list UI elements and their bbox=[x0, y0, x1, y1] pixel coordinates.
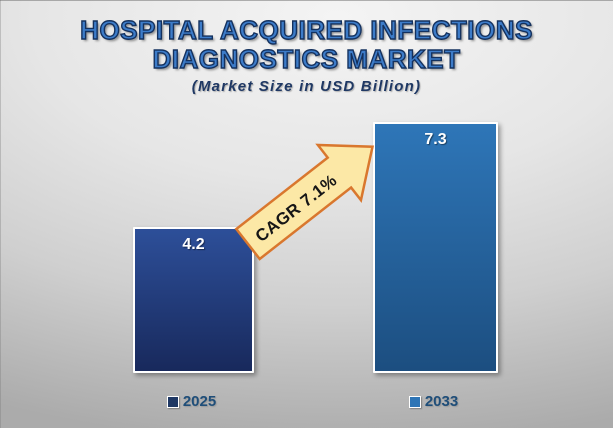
chart-subtitle: (Market Size in USD Billion) bbox=[191, 78, 422, 96]
legend-label-2033: 2033 bbox=[424, 393, 459, 410]
bar-value-2033: 7.3 bbox=[424, 131, 447, 148]
legend-label-2025: 2025 bbox=[182, 393, 217, 410]
cagr-arrow-shape bbox=[234, 143, 375, 261]
bar-2025: 4.2 bbox=[133, 227, 254, 373]
legend-swatch-2025 bbox=[166, 395, 179, 408]
title-block: HOSPITAL ACQUIRED INFECTIONS DIAGNOSTICS… bbox=[0, 15, 613, 96]
legend-item-2025: 2025 bbox=[133, 393, 250, 410]
page-title-line-1: HOSPITAL ACQUIRED INFECTIONS bbox=[79, 15, 533, 46]
bar-value-2025: 4.2 bbox=[182, 236, 205, 253]
legend-swatch-2033 bbox=[408, 395, 421, 408]
cagr-arrow: CAGR 7.1% bbox=[234, 143, 375, 261]
bar-2033: 7.3 bbox=[373, 122, 498, 373]
legend-item-2033: 2033 bbox=[373, 393, 494, 410]
page-title-line-2: DIAGNOSTICS MARKET bbox=[152, 44, 461, 75]
